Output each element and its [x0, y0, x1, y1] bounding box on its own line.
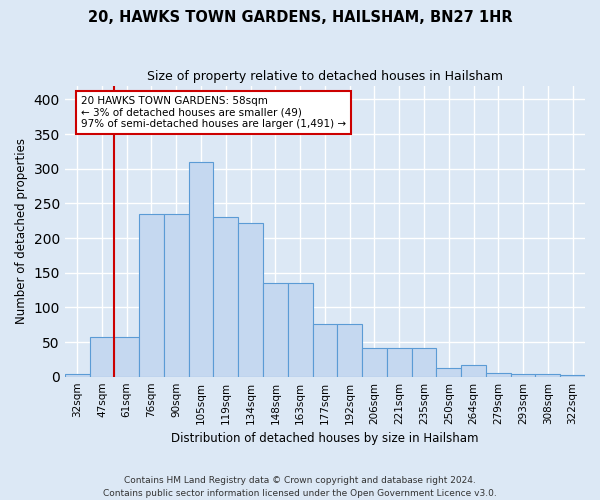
Bar [362, 348, 387, 376]
Bar [560, 374, 585, 376]
Bar [65, 374, 89, 376]
Y-axis label: Number of detached properties: Number of detached properties [15, 138, 28, 324]
Bar [461, 365, 486, 376]
X-axis label: Distribution of detached houses by size in Hailsham: Distribution of detached houses by size … [171, 432, 479, 445]
Text: 20 HAWKS TOWN GARDENS: 58sqm
← 3% of detached houses are smaller (49)
97% of sem: 20 HAWKS TOWN GARDENS: 58sqm ← 3% of det… [81, 96, 346, 129]
Text: 20, HAWKS TOWN GARDENS, HAILSHAM, BN27 1HR: 20, HAWKS TOWN GARDENS, HAILSHAM, BN27 1… [88, 10, 512, 25]
Bar [511, 374, 535, 376]
Bar [214, 218, 238, 376]
Bar [412, 348, 436, 376]
Bar [486, 372, 511, 376]
Bar [238, 223, 263, 376]
Bar [263, 283, 288, 376]
Bar [436, 368, 461, 376]
Bar [188, 162, 214, 376]
Bar [387, 348, 412, 376]
Bar [313, 324, 337, 376]
Title: Size of property relative to detached houses in Hailsham: Size of property relative to detached ho… [147, 70, 503, 83]
Text: Contains HM Land Registry data © Crown copyright and database right 2024.
Contai: Contains HM Land Registry data © Crown c… [103, 476, 497, 498]
Bar [535, 374, 560, 376]
Bar [288, 283, 313, 376]
Bar [337, 324, 362, 376]
Bar [89, 337, 115, 376]
Bar [115, 337, 139, 376]
Bar [139, 214, 164, 376]
Bar [164, 214, 188, 376]
